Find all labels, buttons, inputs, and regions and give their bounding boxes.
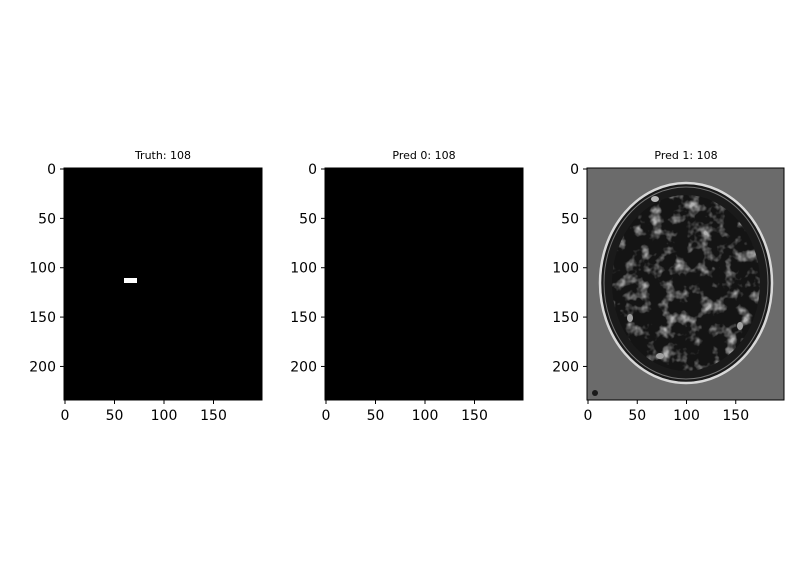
axes-frame xyxy=(324,167,524,401)
y-tick-label: 0 xyxy=(47,162,56,178)
y-axis: 0 50 100 150 200 xyxy=(29,162,64,375)
brain-scan xyxy=(592,181,774,396)
y-tick-label: 0 xyxy=(308,162,317,178)
y-tick-label: 150 xyxy=(290,310,317,326)
x-tick-label: 0 xyxy=(61,408,70,424)
y-tick-label: 100 xyxy=(290,261,317,277)
x-tick-label: 100 xyxy=(673,408,700,424)
image-background xyxy=(64,168,262,400)
skull-edge-highlight xyxy=(603,186,769,380)
x-tick-label: 0 xyxy=(322,408,331,424)
y-tick-label: 200 xyxy=(290,359,317,375)
panel-title: Truth: 108 xyxy=(134,149,191,162)
x-tick-label: 50 xyxy=(106,408,124,424)
x-tick-label: 50 xyxy=(628,408,646,424)
x-tick-label: 150 xyxy=(461,408,488,424)
corner-artifact xyxy=(592,390,598,396)
y-tick-label: 50 xyxy=(299,211,317,227)
y-tick-label: 150 xyxy=(552,310,579,326)
image-background xyxy=(325,168,523,400)
x-axis: 0 50 100 150 xyxy=(61,400,227,424)
panel-title: Pred 0: 108 xyxy=(392,149,455,162)
truth-mask-region xyxy=(124,278,137,283)
x-axis: 0 50 100 150 xyxy=(322,400,488,424)
x-tick-label: 100 xyxy=(151,408,178,424)
bright-spot xyxy=(627,314,633,322)
panel-pred-1: Pred 1: 108 0 50 100 150 0 50 100 150 200 xyxy=(552,149,785,424)
x-tick-label: 50 xyxy=(367,408,385,424)
panel-title: Pred 1: 108 xyxy=(654,149,717,162)
bright-spot xyxy=(656,353,664,359)
panel-truth: Truth: 108 0 50 100 150 0 50 100 150 200 xyxy=(29,149,263,424)
x-tick-label: 100 xyxy=(412,408,439,424)
y-axis: 0 50 100 150 200 xyxy=(552,162,587,375)
y-tick-label: 100 xyxy=(552,261,579,277)
y-tick-label: 100 xyxy=(29,261,56,277)
bright-spot xyxy=(651,196,659,202)
bright-spot xyxy=(737,322,743,330)
y-tick-label: 200 xyxy=(29,359,56,375)
x-tick-label: 150 xyxy=(200,408,227,424)
y-axis: 0 50 100 150 200 xyxy=(290,162,325,375)
x-tick-label: 0 xyxy=(584,408,593,424)
panel-pred-0: Pred 0: 108 0 50 100 150 0 50 100 150 200 xyxy=(290,149,524,424)
y-tick-label: 50 xyxy=(38,211,56,227)
y-tick-label: 150 xyxy=(29,310,56,326)
x-tick-label: 150 xyxy=(722,408,749,424)
y-tick-label: 0 xyxy=(570,162,579,178)
y-tick-label: 200 xyxy=(552,359,579,375)
axes-frame xyxy=(586,167,785,401)
axes-frame xyxy=(63,167,263,401)
brain-texture xyxy=(612,195,760,371)
x-axis: 0 50 100 150 xyxy=(584,400,749,424)
y-tick-label: 50 xyxy=(561,211,579,227)
